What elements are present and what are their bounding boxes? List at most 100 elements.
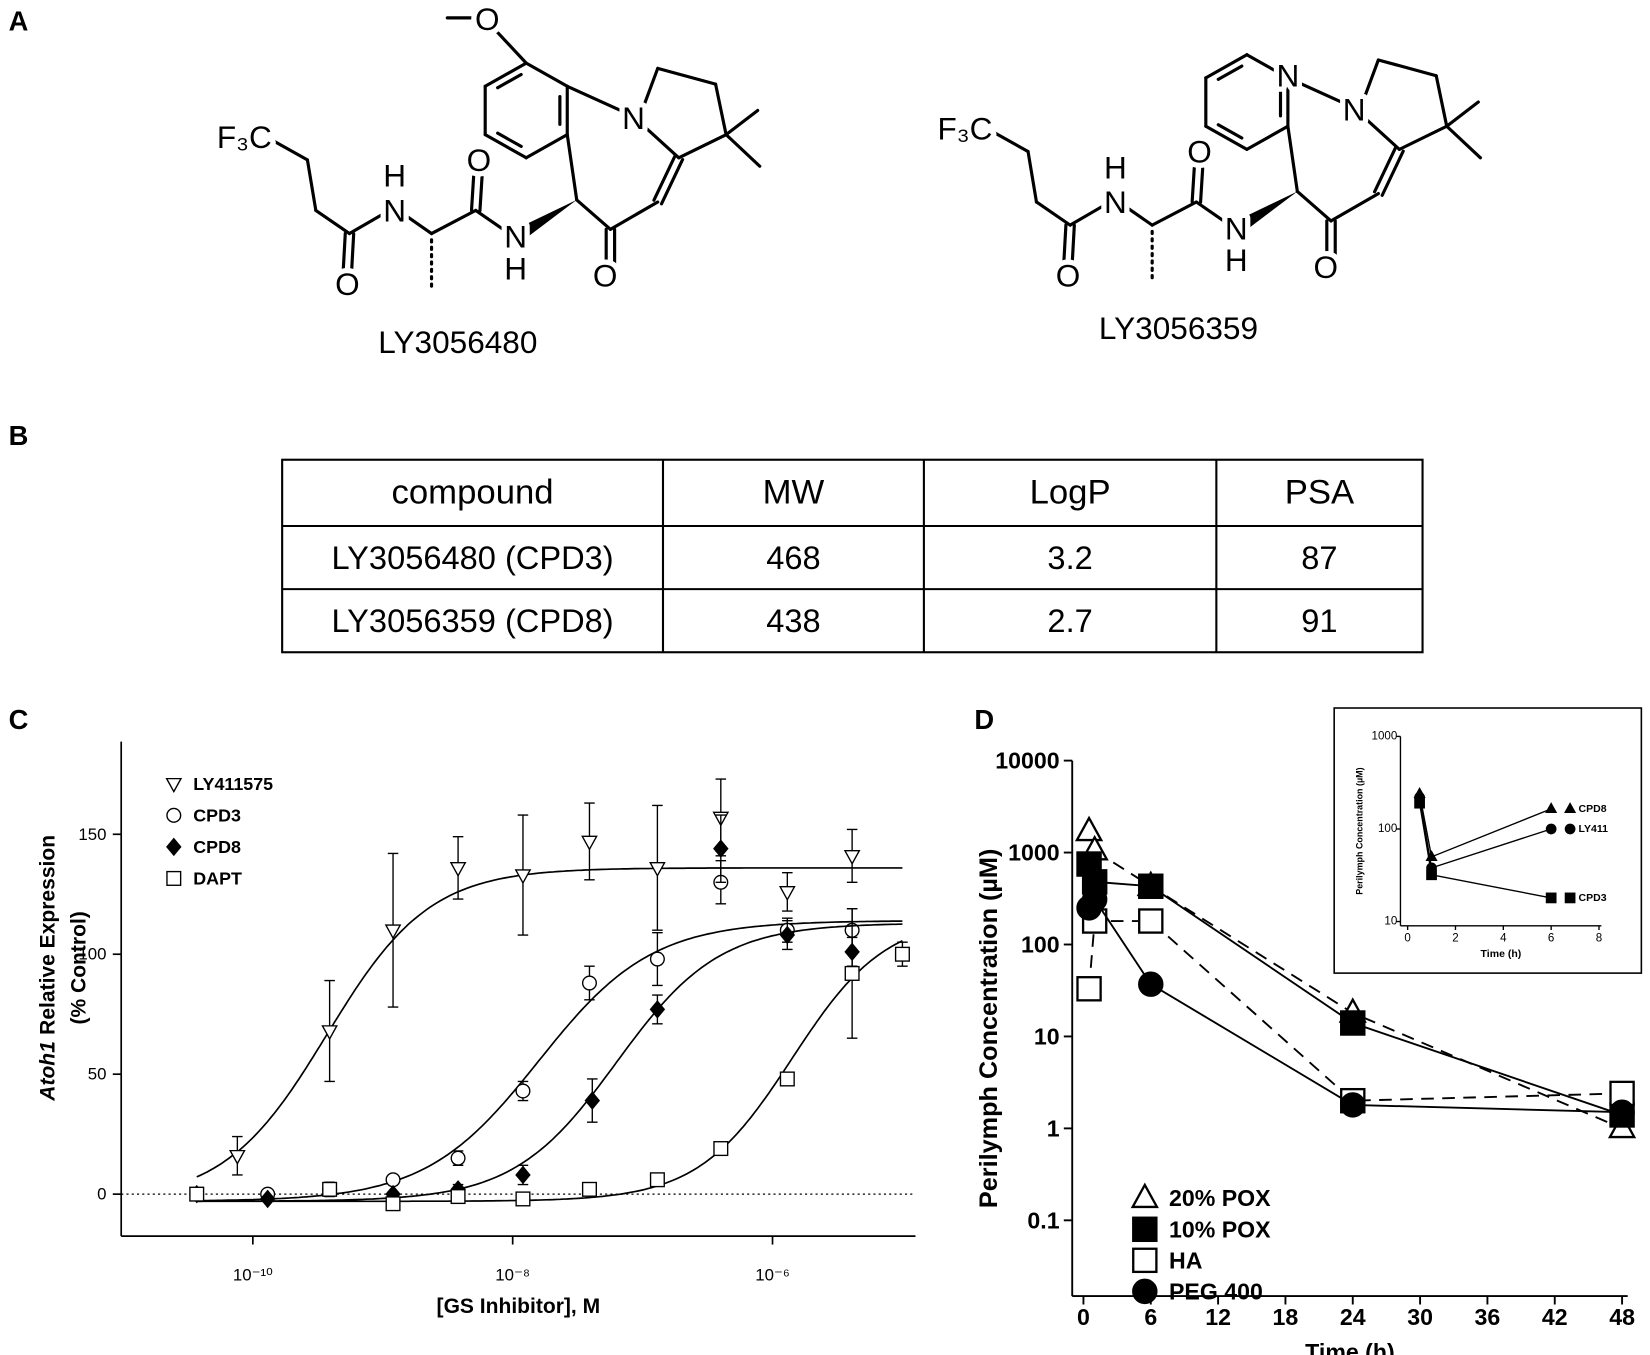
panel-label: A [9,6,29,37]
bond [1245,53,1290,80]
bond [524,61,569,88]
bond [642,66,660,107]
data-point [515,1165,531,1185]
bond [1026,149,1039,204]
x-axis-label: Time (h) [1481,948,1522,960]
atom-label: F₃C [937,110,992,146]
data-point [1076,976,1102,1002]
data-point [649,951,665,967]
x-tick-label: 0 [1077,1304,1090,1330]
bond [1034,200,1072,227]
atom-label: O [1187,133,1212,169]
x-axis-label: [GS Inhibitor], M [437,1295,601,1318]
data-point [1138,908,1164,934]
bond [474,208,505,231]
fit-curve [196,939,903,1203]
table-header: MW [763,473,825,511]
data-point [649,1172,665,1188]
legend-label: CPD8 [1579,803,1607,815]
data-point [713,1141,729,1157]
x-axis-label: Time (h) [1305,1339,1395,1355]
series-line [1088,920,1623,1102]
data-point [229,1149,246,1166]
bond [495,29,528,65]
x-tick-label: 24 [1340,1304,1366,1330]
bond [1150,200,1198,227]
bond [305,158,318,212]
bond [469,174,476,212]
bond [1216,123,1244,140]
x-tick-label: 6 [1548,932,1554,944]
x-tick-label: 10⁻⁶ [755,1266,790,1285]
x-tick-label: 6 [1144,1304,1157,1330]
x-tick-label: 0 [1404,932,1410,944]
data-point [581,835,598,851]
legend-label: CPD3 [193,805,241,825]
bond [1380,149,1405,197]
bond [990,129,1030,154]
atom-label: O [1056,258,1081,294]
bond [714,82,728,137]
data-point [1074,815,1104,842]
data-point [843,850,861,866]
data-point [1609,1099,1635,1125]
data-point [649,862,666,878]
y-axis-label-italic: Atoh1 [36,1041,59,1102]
bond [478,175,484,213]
bond [483,61,528,88]
x-tick-label: 36 [1475,1304,1501,1330]
data-point [779,925,796,945]
y-tick-label: 1 [1047,1115,1060,1141]
bond [1190,166,1196,204]
y-tick-label: 0.1 [1027,1207,1059,1233]
table-cell: 2.7 [1047,602,1092,639]
bond [1216,64,1244,81]
x-tick-label: 8 [1596,932,1602,944]
data-point [1138,873,1164,899]
y-axis-label-rest: Relative Expression [36,835,59,1035]
data-point [778,886,796,902]
table-cell: 468 [766,539,820,576]
table-cell: 87 [1301,539,1337,576]
inset-frame [1333,707,1643,974]
x-tick-label: 4 [1500,932,1507,944]
molecule [270,16,762,290]
bond [1198,167,1205,204]
atom-label: H [383,158,406,194]
legend-label: 20% POX [1169,1185,1271,1211]
y-tick-label: 50 [88,1065,107,1084]
bond [1295,189,1333,223]
data-point [1414,797,1425,809]
bond [608,200,660,231]
data-point [1340,1010,1366,1036]
data-point [581,975,597,991]
y-tick-label: 150 [78,825,106,844]
wedge-bond [524,199,577,236]
bond [483,133,528,160]
fit-curve [196,867,903,1178]
bond [1286,76,1346,105]
table-grid [281,458,1424,654]
y-tick-label: 10 [1384,916,1397,928]
data-point [189,1186,205,1202]
data-point [321,1025,338,1041]
bond [652,154,677,202]
bond [1286,124,1299,194]
atom-label: O [467,142,492,178]
x-tick-label: 18 [1273,1304,1299,1330]
compound-name: LY3056480 [378,324,537,360]
y-axis-label: Perilymph Concentration (µM) [1354,767,1364,894]
data-point [515,1191,531,1207]
legend-symbol [1132,1247,1158,1274]
data-point [1545,892,1557,904]
atom-label: O [475,1,500,37]
x-tick-label: 2 [1452,932,1458,944]
data-point [1081,886,1108,913]
bond [1329,191,1380,223]
data-point [894,946,910,962]
molecule [990,53,1482,282]
bond [565,133,579,202]
data-point [385,1196,401,1212]
